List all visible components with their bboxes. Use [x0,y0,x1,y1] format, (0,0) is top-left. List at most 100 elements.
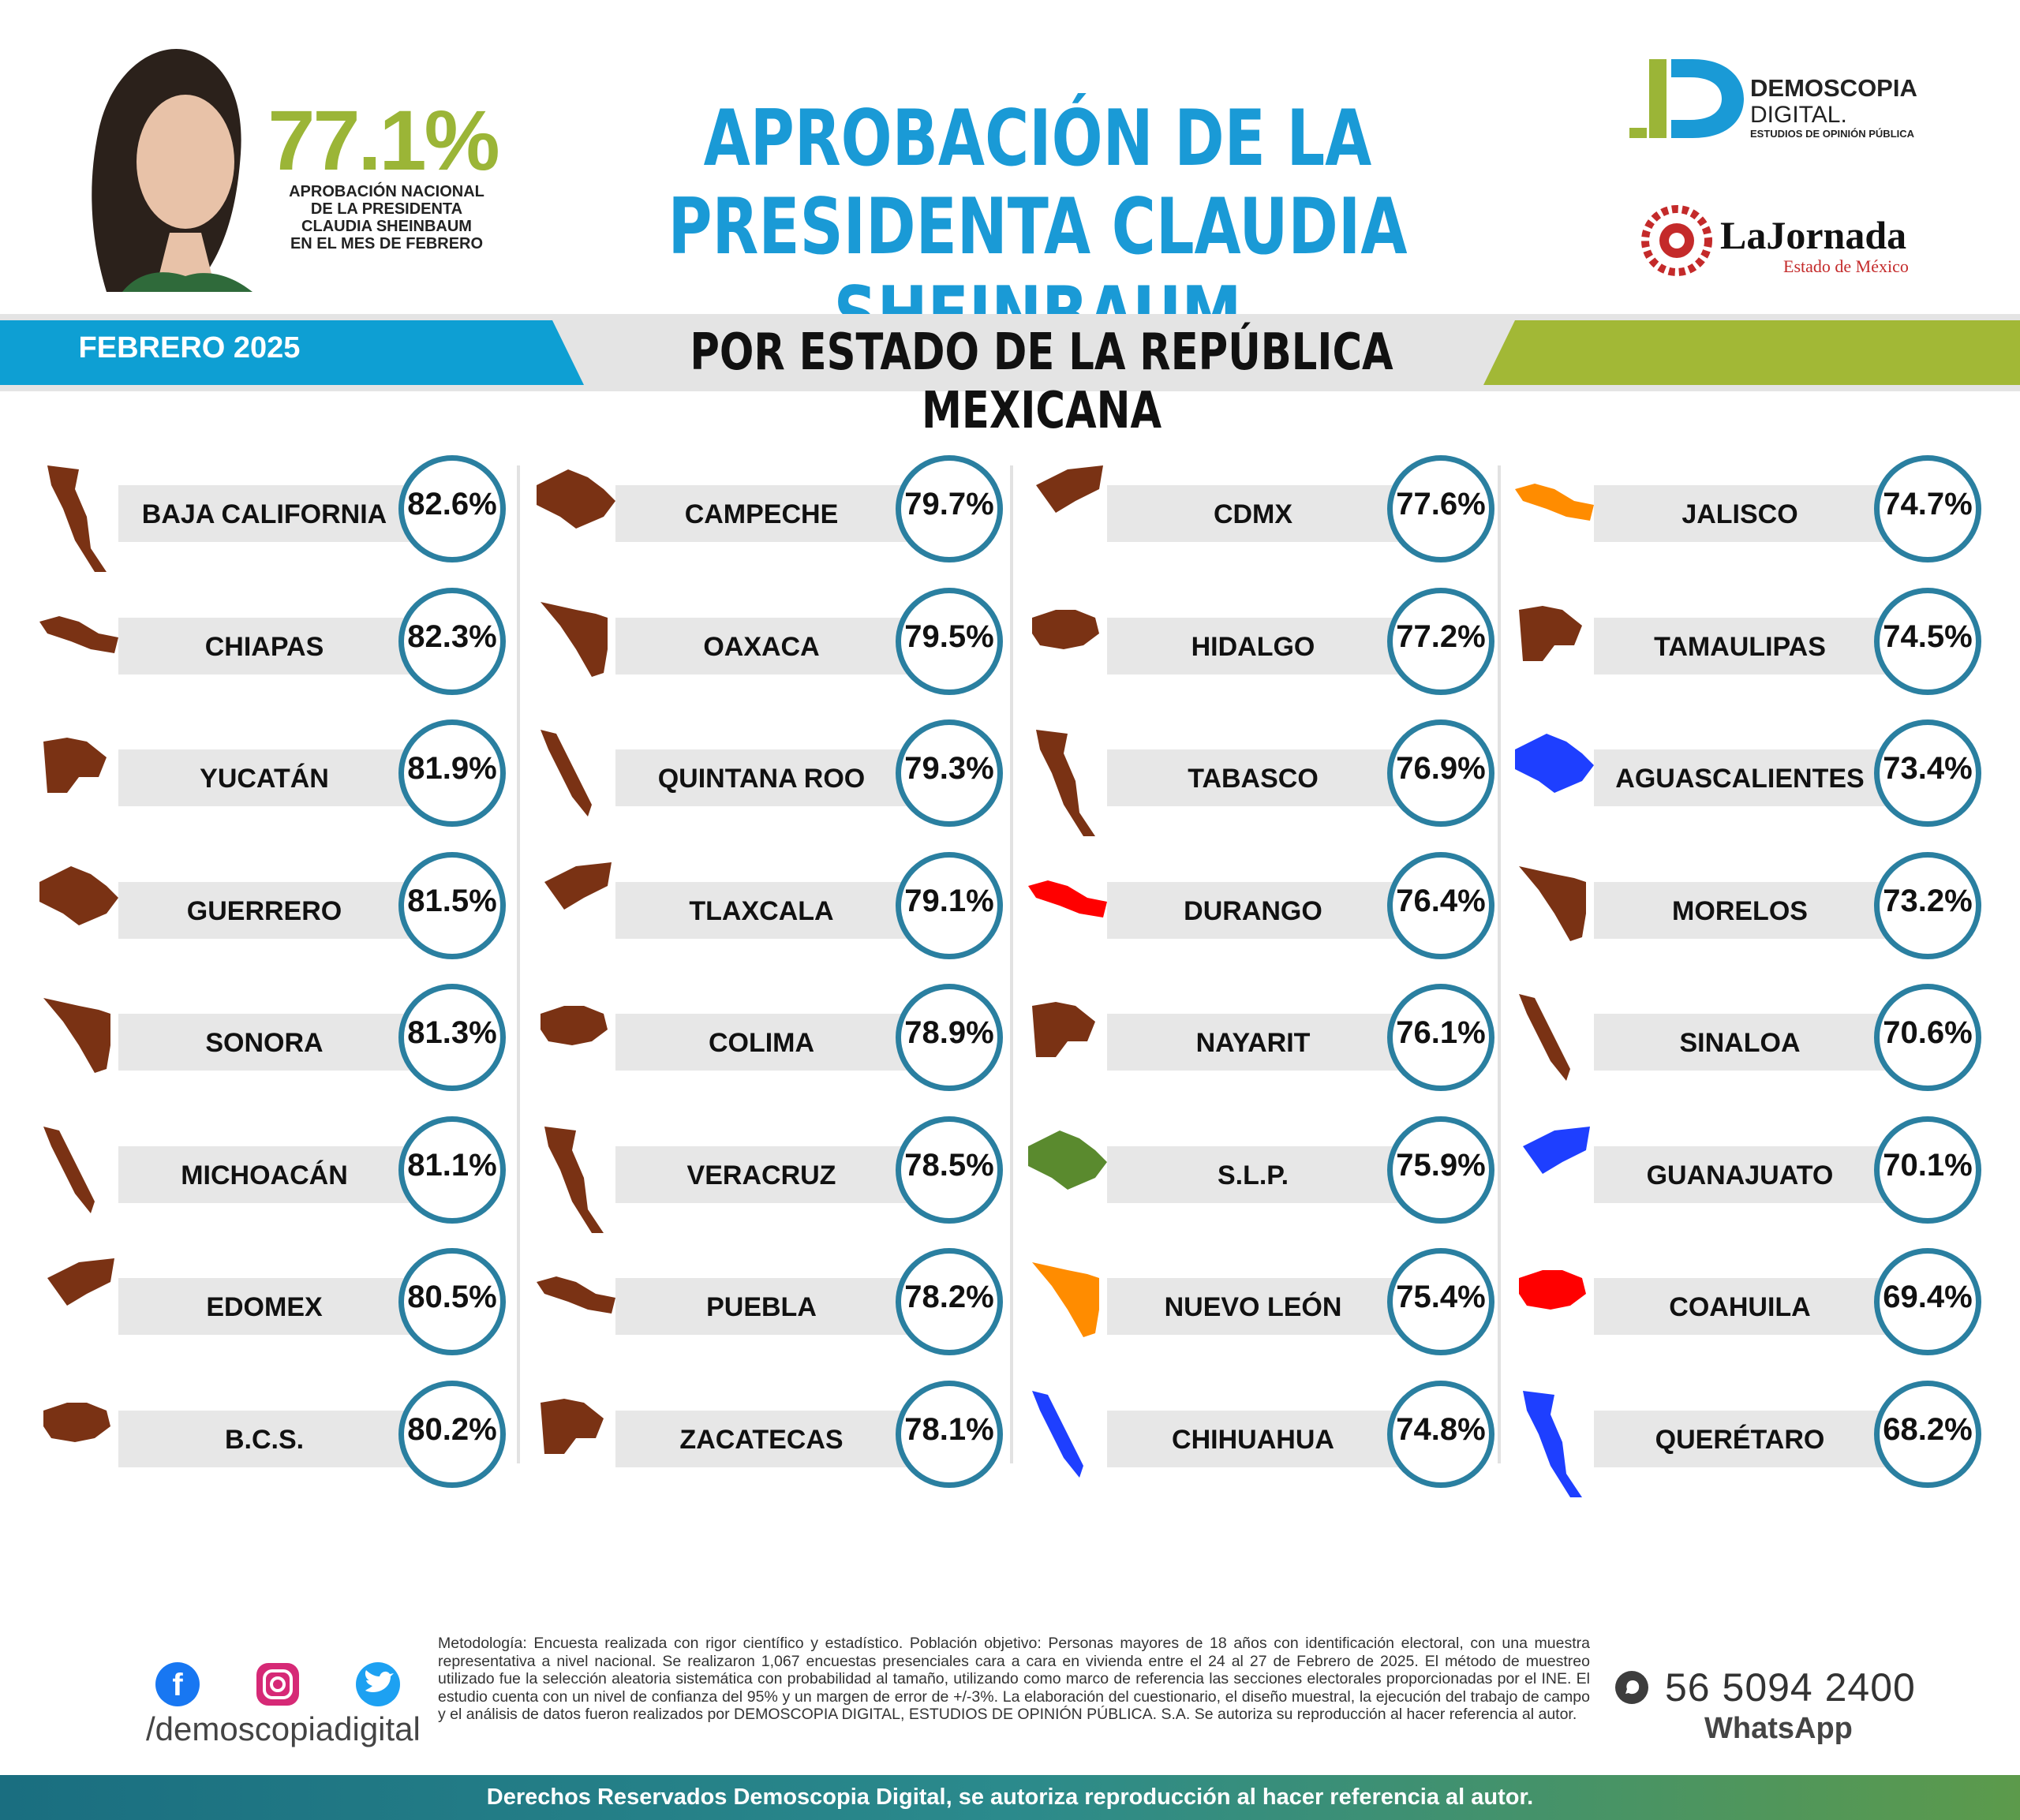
state-map-shape [1028,880,1107,917]
state-map-shape [43,998,110,1073]
state-map-shape [47,1258,114,1306]
column-separator [517,465,520,1463]
value-circle [398,984,506,1091]
approval-value: 74.8% [1396,1411,1486,1447]
value-circle [398,1380,506,1488]
state-map-shape [43,738,107,793]
state-row: CAMPECHE 79.7% [521,454,1003,572]
title-line-1: APROBACIÓN DE LA [703,94,1372,184]
approval-value: 79.5% [904,619,994,654]
state-row: TABASCO 76.9% [1012,718,1494,836]
header-band [0,314,2020,391]
value-circle [1387,851,1494,959]
demoscopia-name: DEMOSCOPIA [1750,74,1917,102]
state-row: TLAXCALA 79.1% [521,850,1003,969]
state-name: JALISCO [1681,499,1798,529]
instagram-icon [256,1663,299,1706]
state-name: EDOMEX [206,1292,323,1322]
state-name: HIDALGO [1191,631,1315,662]
approval-value: 82.6% [407,487,497,521]
methodology-text: Metodología: Encuesta realizada con rigo… [438,1635,1590,1723]
state-name: TAMAULIPAS [1654,631,1826,662]
value-circle [896,719,1003,827]
state-label-bar [615,1014,923,1071]
value-circle [1874,719,1981,827]
rights-text: Derechos Reservados Demoscopia Digital, … [486,1784,1534,1810]
state-label-bar [1107,1278,1415,1335]
state-name: PUEBLA [706,1292,817,1322]
state-map-shape [1032,1390,1083,1478]
demoscopia-tagline: ESTUDIOS DE OPINIÓN PÚBLICA [1750,128,1915,140]
state-name: DURANGO [1184,895,1322,926]
approval-value: 75.9% [1396,1147,1486,1183]
value-circle [1874,455,1981,562]
state-row: COAHUILA 69.4% [1499,1246,1981,1365]
state-row: MORELOS 73.2% [1499,850,1981,969]
state-name: CHIHUAHUA [1172,1424,1334,1455]
state-map-shape [1519,994,1570,1081]
approval-value: 79.1% [904,883,994,918]
approval-value: 77.2% [1396,619,1486,654]
twitter-icon [356,1662,400,1706]
state-label-bar [1107,881,1415,939]
state-map-shape [39,615,118,653]
state-label-bar [615,881,923,939]
state-row: S.L.P. 75.9% [1012,1115,1494,1233]
state-label-bar [615,1278,923,1335]
state-label-bar [615,485,923,542]
state-row: EDOMEX 80.5% [24,1246,506,1365]
subtitle: POR ESTADO DE LA REPÚBLICA MEXICANA [690,323,1393,440]
state-name: ZACATECAS [679,1424,844,1455]
approval-value: 73.2% [1883,883,1973,918]
social-icons: f [155,1662,400,1706]
state-label-bar [1594,1278,1902,1335]
state-label-bar [1594,1014,1902,1071]
approval-value: 70.1% [1883,1147,1973,1183]
state-row: HIDALGO 77.2% [1012,586,1494,704]
value-circle [1874,1380,1981,1488]
approval-value: 77.6% [1396,487,1486,521]
state-map-shape [1519,1270,1586,1310]
state-row: GUANAJUATO 70.1% [1499,1115,1981,1233]
value-circle [1387,984,1494,1091]
state-label-bar [1594,1145,1902,1203]
value-circle [398,1116,506,1224]
approval-value: 82.3% [407,619,497,654]
approval-value: 81.5% [407,883,497,918]
approval-value: 81.9% [407,751,497,786]
column-separator [1498,465,1501,1463]
footer-band [0,1775,2020,1820]
state-label-bar [1594,881,1902,939]
state-label-bar [1594,485,1902,542]
state-row: MICHOACÁN 81.1% [24,1115,506,1233]
state-row: NAYARIT 76.1% [1012,982,1494,1101]
national-approval-value: 77.1% [267,92,499,188]
phone-number: 56 5094 2400 [1665,1665,1916,1710]
state-name: COAHUILA [1669,1292,1811,1322]
approval-value: 76.4% [1396,883,1486,918]
state-label-bar [1594,1410,1902,1467]
state-map-shape [47,465,107,572]
state-label-bar [118,881,426,939]
state-name: BAJA CALIFORNIA [141,499,387,529]
state-map-shape [1036,730,1095,836]
state-map-shape [1028,1130,1107,1190]
state-map-shape [1036,465,1103,513]
state-map-shape [541,1006,608,1045]
state-map-shape [1523,1390,1582,1497]
whatsapp-label: WhatsApp [1704,1712,1853,1745]
state-name: SONORA [205,1028,324,1058]
approval-value: 80.2% [407,1411,497,1447]
value-circle [1387,455,1494,562]
approval-value: 78.2% [904,1280,994,1314]
value-circle [398,587,506,695]
state-name: B.C.S. [224,1424,305,1455]
state-label-bar [1107,749,1415,806]
approval-value: 70.6% [1883,1015,1973,1050]
state-label-bar [118,749,426,806]
state-row: ZACATECAS 78.1% [521,1379,1003,1497]
state-name: GUERRERO [186,895,342,926]
state-row: TAMAULIPAS 74.5% [1499,586,1981,704]
value-circle [896,1380,1003,1488]
state-name: TABASCO [1188,764,1319,794]
